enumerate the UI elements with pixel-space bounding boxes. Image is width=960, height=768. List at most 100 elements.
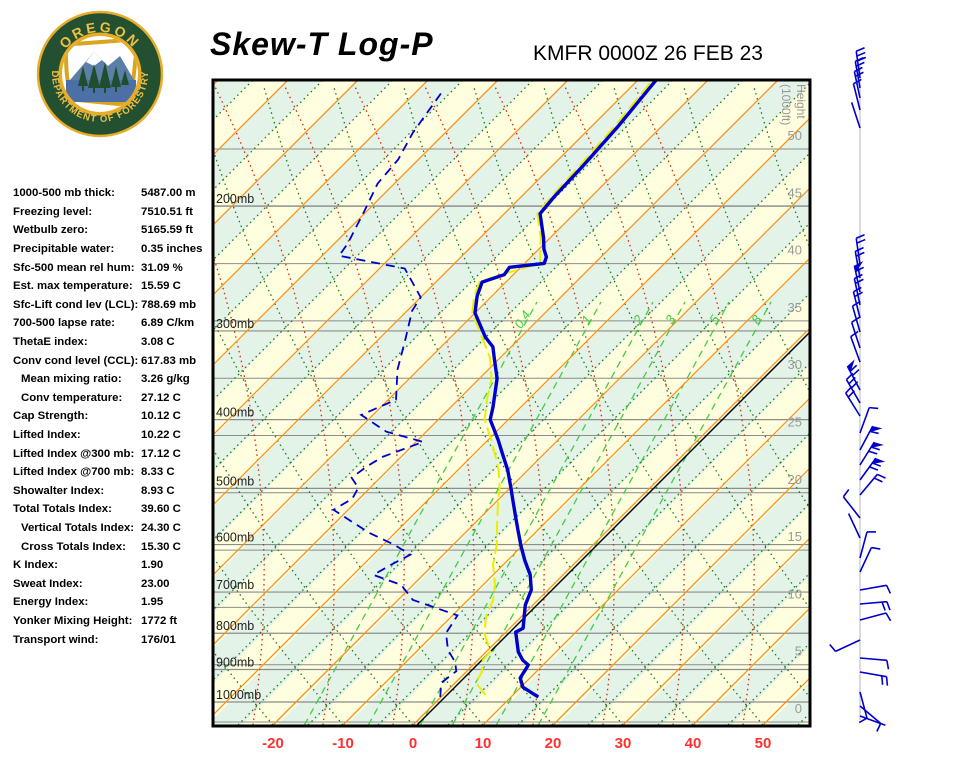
svg-text:50: 50 bbox=[755, 735, 772, 752]
index-row: Sfc-500 mean rel hum: 31.09 % bbox=[13, 258, 211, 277]
index-value: 23.00 bbox=[141, 577, 170, 590]
index-value: 5165.59 ft bbox=[141, 224, 193, 237]
index-value: 788.69 mb bbox=[141, 298, 197, 311]
index-label: Est. max temperature: bbox=[13, 280, 133, 293]
moist-adiabats bbox=[213, 84, 755, 726]
svg-text:300mb: 300mb bbox=[216, 317, 254, 331]
index-row: 700-500 lapse rate: 6.89 C/km bbox=[13, 314, 211, 333]
logo-trees bbox=[78, 62, 129, 93]
index-row: Sweat Index: 23.00 bbox=[13, 574, 211, 593]
pressure-labels: 200mb 300mb 400mb 500mb 600mb 700mb 800mb 900mb… bbox=[216, 192, 261, 702]
index-value: 5487.00 m bbox=[141, 187, 196, 200]
logo-mountain bbox=[70, 52, 134, 80]
index-value: 39.60 C bbox=[141, 503, 181, 516]
svg-text:5: 5 bbox=[795, 644, 802, 659]
svg-text:10: 10 bbox=[475, 735, 492, 752]
index-label: Conv cond level (CCL): bbox=[13, 354, 139, 367]
index-label: Sfc-Lift cond lev (LCL): bbox=[13, 298, 139, 311]
index-label: 700-500 lapse rate: bbox=[13, 317, 115, 330]
index-label: Energy Index: bbox=[13, 596, 89, 609]
index-label: Precipitable water: bbox=[13, 243, 115, 256]
index-value: 8.93 C bbox=[141, 484, 175, 497]
index-value: 24.30 C bbox=[141, 521, 181, 534]
index-row: Transport wind: 176/01 bbox=[13, 630, 211, 649]
svg-text:15: 15 bbox=[788, 529, 802, 544]
index-value: 7510.51 ft bbox=[141, 205, 193, 218]
mixing-ratio-lines bbox=[303, 301, 772, 726]
index-value: 31.09 % bbox=[141, 261, 183, 274]
index-row: Conv cond level (CCL): 617.83 mb bbox=[13, 351, 211, 370]
index-label: Yonker Mixing Height: bbox=[13, 614, 133, 627]
index-value: 15.59 C bbox=[141, 280, 181, 293]
index-row: Lifted Index @700 mb: 8.33 C bbox=[13, 463, 211, 482]
index-row: Wetbulb zero: 5165.59 ft bbox=[13, 221, 211, 240]
index-label: Sfc-500 mean rel hum: bbox=[13, 261, 135, 274]
svg-text:400mb: 400mb bbox=[216, 406, 254, 420]
svg-text:1000mb: 1000mb bbox=[216, 688, 261, 702]
index-label: Lifted Index @300 mb: bbox=[13, 447, 135, 460]
index-row: Showalter Index: 8.93 C bbox=[13, 482, 211, 501]
index-row: Cross Totals Index: 15.30 C bbox=[13, 537, 211, 556]
index-label: 1000-500 mb thick: bbox=[13, 187, 115, 200]
svg-text:40: 40 bbox=[685, 735, 702, 752]
index-row: Sfc-Lift cond lev (LCL): 788.69 mb bbox=[13, 296, 211, 315]
index-value: 6.89 C/km bbox=[141, 317, 195, 330]
index-row: Mean mixing ratio: 3.26 g/kg bbox=[13, 370, 211, 389]
chart-border bbox=[211, 78, 812, 728]
index-label: K Index: bbox=[13, 559, 58, 572]
index-row: K Index: 1.90 bbox=[13, 556, 211, 575]
height-axis-title: Height bbox=[794, 84, 808, 119]
indices-panel: 1000-500 mb thick: 5487.00 m Freezing leve… bbox=[13, 184, 211, 649]
index-label: Total Totals Index: bbox=[13, 503, 112, 516]
temperature-curve bbox=[473, 80, 658, 699]
index-value: 10.22 C bbox=[141, 429, 181, 442]
index-value: 3.08 C bbox=[141, 336, 175, 349]
svg-text:800mb: 800mb bbox=[216, 619, 254, 633]
index-label: Sweat Index: bbox=[13, 577, 83, 590]
svg-text:30: 30 bbox=[615, 735, 632, 752]
index-value: 176/01 bbox=[141, 633, 176, 646]
svg-text:35: 35 bbox=[788, 300, 802, 315]
index-label: Freezing level: bbox=[13, 205, 93, 218]
svg-text:500mb: 500mb bbox=[216, 474, 254, 488]
odf-logo: OREGON DEPARTMENT OF FORESTRY bbox=[36, 10, 164, 138]
isotherm-5c-dotted bbox=[213, 80, 810, 726]
index-value: 15.30 C bbox=[141, 540, 181, 553]
index-row: Freezing level: 7510.51 ft bbox=[13, 203, 211, 222]
svg-text:0: 0 bbox=[795, 701, 802, 716]
index-label: Cap Strength: bbox=[13, 410, 89, 423]
dewpoint-curve bbox=[331, 88, 459, 698]
index-row: Est. max temperature: 15.59 C bbox=[13, 277, 211, 296]
svg-text:700mb: 700mb bbox=[216, 578, 254, 592]
svg-text:10: 10 bbox=[788, 586, 802, 601]
wetbulb-curve bbox=[471, 80, 654, 696]
page-title: Skew-T Log-P bbox=[210, 26, 434, 62]
svg-text:600mb: 600mb bbox=[216, 531, 254, 545]
index-label: Lifted Index @700 mb: bbox=[13, 466, 135, 479]
index-label: Lifted Index: bbox=[13, 429, 81, 442]
index-value: 1.90 bbox=[141, 559, 164, 572]
svg-text:200mb: 200mb bbox=[216, 192, 254, 206]
index-value: 10.12 C bbox=[141, 410, 181, 423]
index-value: 3.26 g/kg bbox=[141, 373, 190, 386]
index-value: 27.12 C bbox=[141, 391, 181, 404]
svg-text:20: 20 bbox=[545, 735, 562, 752]
temp-axis-labels: -20 -10 0 10 20 30 40 50 bbox=[262, 735, 771, 752]
svg-text:-10: -10 bbox=[332, 735, 354, 752]
index-label: Transport wind: bbox=[13, 633, 99, 646]
index-value: 617.83 mb bbox=[141, 354, 197, 367]
svg-text:50: 50 bbox=[788, 128, 802, 143]
index-label: ThetaE index: bbox=[13, 336, 88, 349]
index-row: Yonker Mixing Height: 1772 ft bbox=[13, 612, 211, 631]
logo-scene bbox=[63, 37, 138, 107]
svg-text:30: 30 bbox=[788, 357, 802, 372]
index-value: 1.95 bbox=[141, 596, 164, 609]
index-label: Showalter Index: bbox=[13, 484, 105, 497]
index-label: Vertical Totals Index: bbox=[21, 521, 135, 534]
height-labels: 0 5 10 15 20 25 30 35 40 45 50 bbox=[788, 128, 802, 716]
index-row: ThetaE index: 3.08 C bbox=[13, 333, 211, 352]
height-axis-title-2: (1000ft) bbox=[779, 84, 793, 125]
index-row: Precipitable water: 0.35 inches bbox=[13, 240, 211, 259]
index-label: Conv temperature: bbox=[21, 391, 123, 404]
